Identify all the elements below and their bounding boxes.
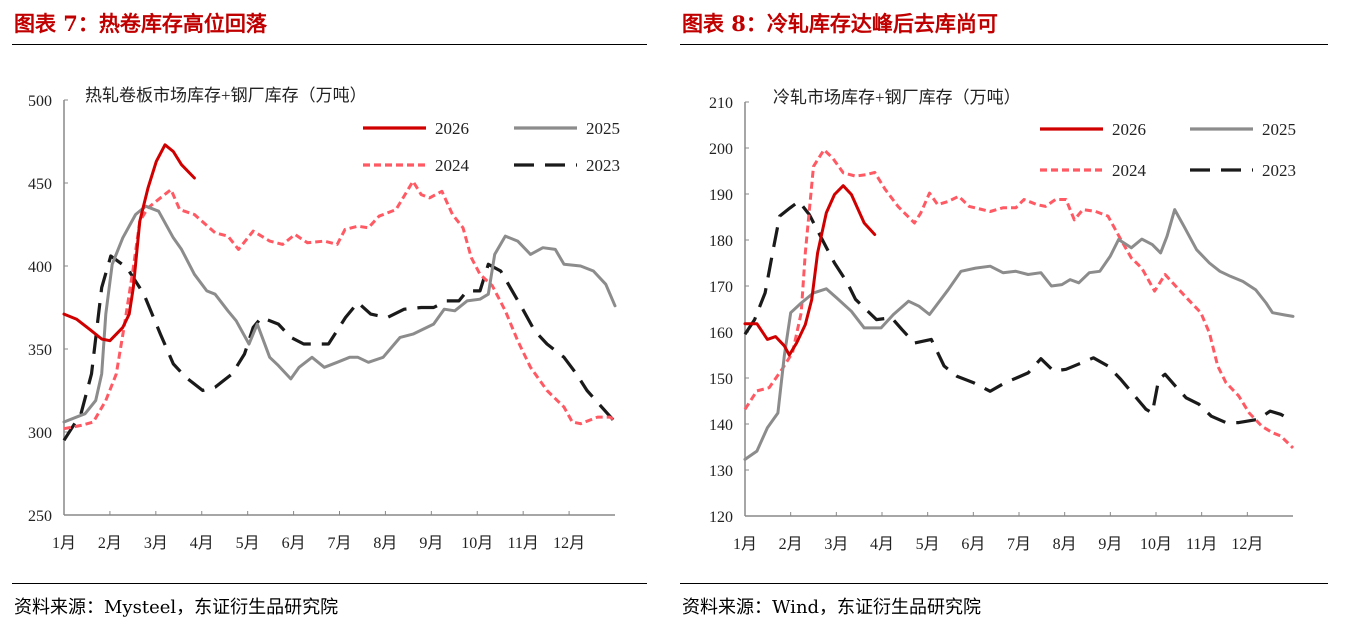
series-line-2025 xyxy=(743,208,1295,461)
series-line-2026 xyxy=(743,184,877,357)
series-line-2026 xyxy=(62,143,196,343)
y-tick-label: 210 xyxy=(709,95,733,112)
x-tick-label: 12月 xyxy=(1231,536,1263,553)
x-tick-label: 6月 xyxy=(961,536,985,553)
x-tick-label: 8月 xyxy=(1053,536,1077,553)
y-tick-label: 500 xyxy=(28,93,52,110)
x-tick-label: 9月 xyxy=(419,535,443,552)
x-tick-label: 7月 xyxy=(1007,536,1031,553)
x-tick-label: 1月 xyxy=(52,535,76,552)
figure-8-title: 图表 8：冷轧库存达峰后去库尚可 xyxy=(682,11,998,36)
y-tick-label: 160 xyxy=(709,325,733,342)
x-tick-label: 10月 xyxy=(1140,536,1172,553)
legend-label-2024: 2024 xyxy=(435,156,470,175)
source-note-left: 资料来源：Mysteel，东证衍生品研究院 xyxy=(14,597,339,618)
legend-label-2026: 2026 xyxy=(435,119,469,138)
figure-7-title: 图表 7：热卷库存高位回落 xyxy=(14,11,267,36)
chart-subtitle: 冷轧市场库存+钢厂库存（万吨） xyxy=(773,88,1021,107)
y-tick-label: 300 xyxy=(28,425,52,442)
x-tick-label: 2月 xyxy=(98,535,122,552)
x-tick-label: 6月 xyxy=(282,535,306,552)
x-tick-label: 5月 xyxy=(916,536,940,553)
y-tick-label: 200 xyxy=(709,141,733,158)
legend-label-2025: 2025 xyxy=(1262,120,1296,139)
y-tick-label: 130 xyxy=(709,463,733,480)
x-tick-label: 7月 xyxy=(327,535,351,552)
legend-label-2024: 2024 xyxy=(1112,161,1147,180)
x-tick-label: 9月 xyxy=(1098,536,1122,553)
y-tick-label: 180 xyxy=(709,233,733,250)
source-note-right: 资料来源：Wind，东证衍生品研究院 xyxy=(682,597,982,618)
y-tick-label: 140 xyxy=(709,417,733,434)
x-tick-label: 1月 xyxy=(733,536,757,553)
x-tick-label: 4月 xyxy=(870,536,894,553)
x-tick-label: 2月 xyxy=(779,536,803,553)
series-line-2025 xyxy=(62,204,617,424)
series-line-2023 xyxy=(743,199,1294,425)
source-divider-right xyxy=(680,583,1328,584)
x-tick-label: 5月 xyxy=(236,535,260,552)
y-tick-label: 250 xyxy=(28,508,52,525)
series-line-2023 xyxy=(62,254,617,442)
y-tick-label: 150 xyxy=(709,371,733,388)
y-tick-label: 350 xyxy=(28,342,52,359)
chart-subtitle: 热轧卷板市场库存+钢厂库存（万吨） xyxy=(85,86,367,105)
x-tick-label: 11月 xyxy=(1186,536,1217,553)
title-divider-right xyxy=(680,44,1328,45)
source-divider-left xyxy=(12,583,647,584)
legend-label-2023: 2023 xyxy=(1262,161,1296,180)
x-tick-label: 12月 xyxy=(553,535,585,552)
y-tick-label: 170 xyxy=(709,279,733,296)
legend-label-2023: 2023 xyxy=(586,156,620,175)
y-tick-label: 190 xyxy=(709,187,733,204)
y-tick-label: 450 xyxy=(28,176,52,193)
x-tick-label: 11月 xyxy=(507,535,538,552)
legend-label-2026: 2026 xyxy=(1112,120,1146,139)
x-tick-label: 10月 xyxy=(461,535,493,552)
y-tick-label: 120 xyxy=(709,509,733,526)
x-tick-label: 8月 xyxy=(373,535,397,552)
x-tick-label: 3月 xyxy=(824,536,848,553)
legend-label-2025: 2025 xyxy=(586,119,620,138)
series-line-2024 xyxy=(63,179,616,431)
x-tick-label: 4月 xyxy=(190,535,214,552)
series-line-2024 xyxy=(743,148,1295,449)
title-divider-left xyxy=(12,44,647,45)
y-tick-label: 400 xyxy=(28,259,52,276)
x-tick-label: 3月 xyxy=(144,535,168,552)
